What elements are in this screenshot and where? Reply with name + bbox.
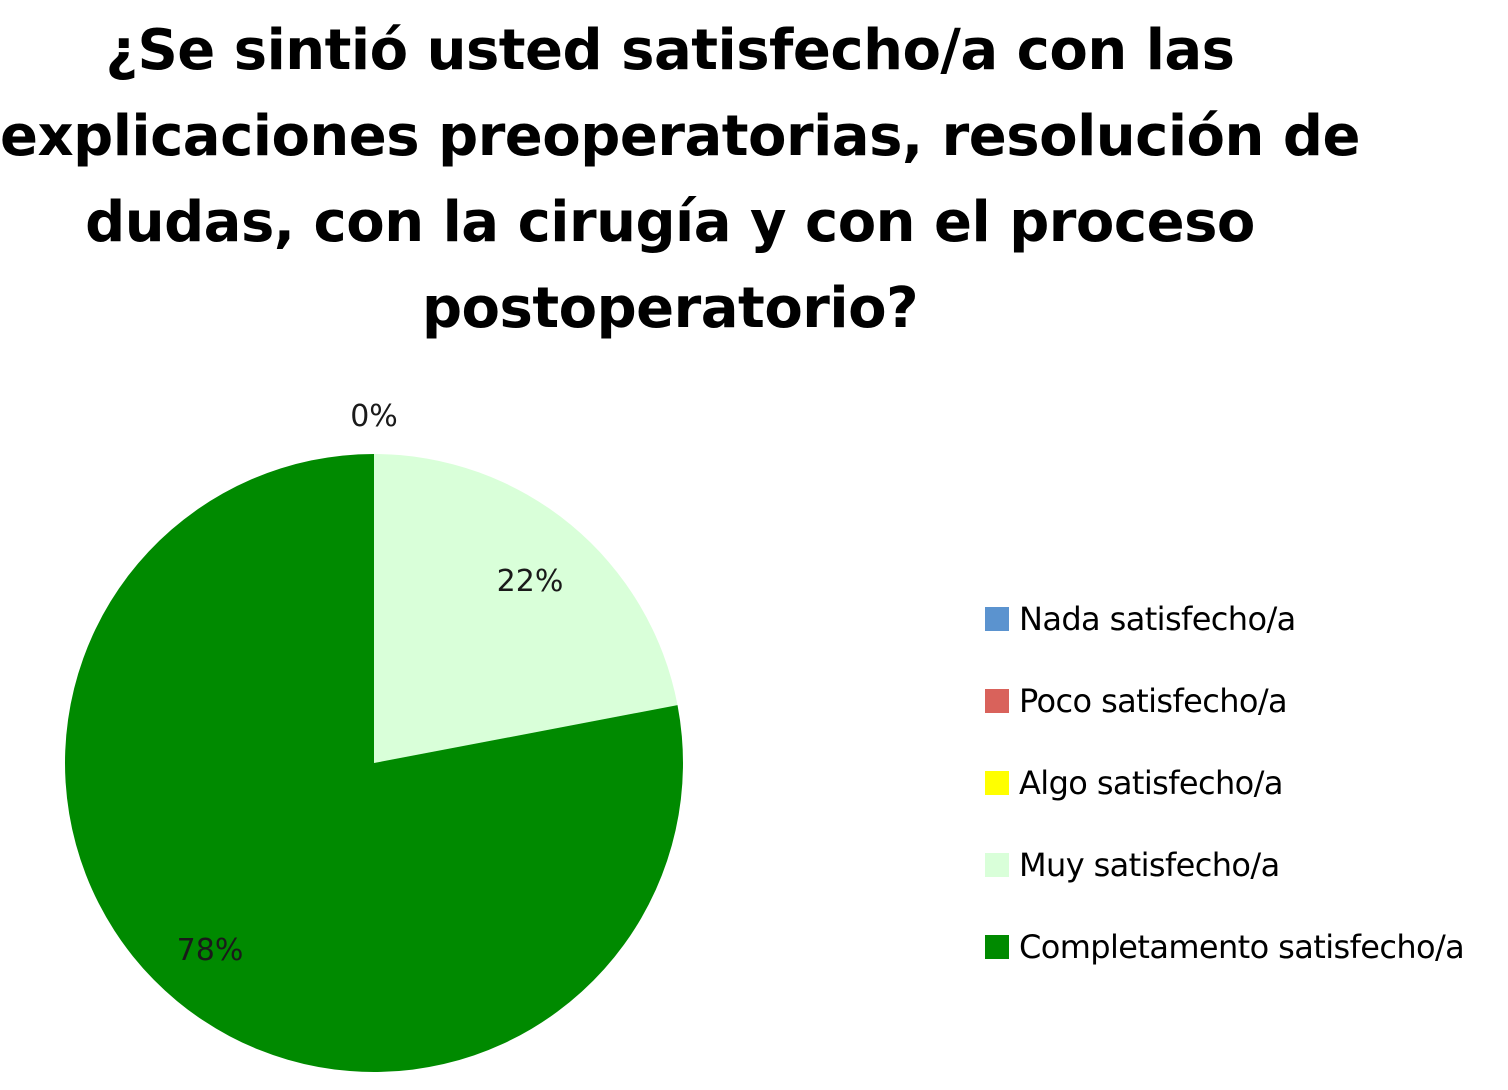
legend-swatch-completamento <box>985 935 1009 959</box>
pie-slice-completamento <box>64 454 683 1072</box>
chart-title-line-1: ¿Se sintió usted satisfecho/a con las <box>105 18 1235 83</box>
chart-title-line-3: dudas, con la cirugía y con el proceso <box>85 190 1255 255</box>
data-label-muy-satisfecho: 22% <box>497 564 564 599</box>
legend-swatch-algo <box>985 771 1009 795</box>
legend-label-completamento: Completamento satisfecho/a <box>1019 928 1465 966</box>
legend-label-algo: Algo satisfecho/a <box>1019 764 1283 802</box>
legend-swatch-nada <box>985 607 1009 631</box>
legend-swatch-muy <box>985 853 1009 877</box>
legend-item-completamento: Completamento satisfecho/a <box>985 906 1505 988</box>
chart-title-line-4: postoperatorio? <box>421 276 919 341</box>
legend-label-poco: Poco satisfecho/a <box>1019 682 1288 720</box>
chart-title: ¿Se sintió usted satisfecho/a con las ex… <box>0 8 1360 352</box>
data-label-zero: 0% <box>350 399 398 434</box>
legend: Nada satisfecho/a Poco satisfecho/a Algo… <box>985 578 1505 988</box>
legend-label-muy: Muy satisfecho/a <box>1019 846 1280 884</box>
pie-slice-muy <box>374 454 678 763</box>
legend-item-poco: Poco satisfecho/a <box>985 660 1505 742</box>
pie-slices <box>64 454 683 1072</box>
legend-label-nada: Nada satisfecho/a <box>1019 600 1296 638</box>
legend-item-muy: Muy satisfecho/a <box>985 824 1505 906</box>
legend-item-nada: Nada satisfecho/a <box>985 578 1505 660</box>
legend-item-algo: Algo satisfecho/a <box>985 742 1505 824</box>
pie-chart: 0% 22% 78% <box>64 399 683 1072</box>
chart-title-line-2: explicaciones preoperatorias, resolución… <box>0 104 1360 169</box>
legend-swatch-poco <box>985 689 1009 713</box>
data-label-completamento-satisfecho: 78% <box>177 933 244 968</box>
